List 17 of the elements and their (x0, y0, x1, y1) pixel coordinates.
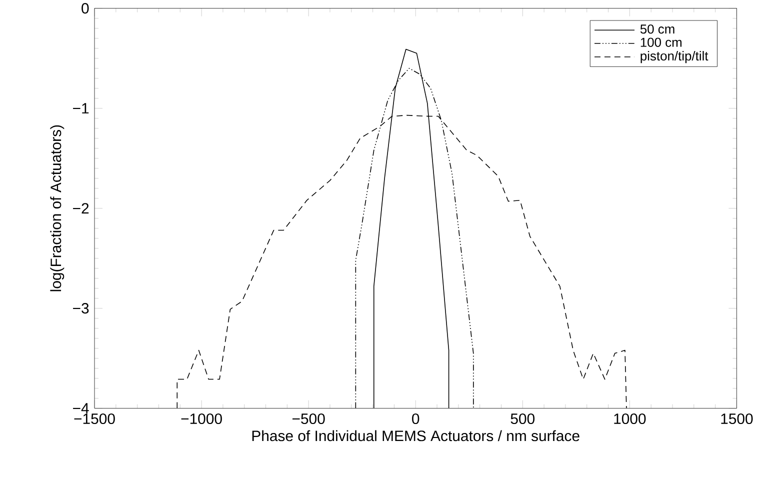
y-axis-title: log(Fraction of Actuators) (50, 125, 64, 292)
y-tick-label: −3 (73, 302, 89, 314)
x-tick-label: 1500 (721, 413, 753, 424)
y-tick-label: −1 (73, 103, 89, 114)
legend-label: piston/tip/tilt (640, 51, 708, 64)
x-tick-label: 1000 (614, 413, 646, 424)
x-tick-label: −1000 (181, 413, 222, 424)
y-tick-label: −2 (73, 203, 89, 214)
y-tick-label: −4 (73, 403, 89, 414)
x-tick-label: 0 (412, 413, 420, 424)
y-tick-label: 0 (82, 2, 89, 14)
x-tick-label: −500 (292, 413, 325, 424)
legend-label: 50 cm (640, 24, 674, 34)
legend-label: 100 cm (640, 38, 682, 47)
x-axis-title: Phase of Individual MEMS Actuators / nm surface (252, 430, 580, 442)
x-tick-label: 500 (510, 413, 535, 424)
x-tick-label: −1500 (74, 413, 115, 424)
